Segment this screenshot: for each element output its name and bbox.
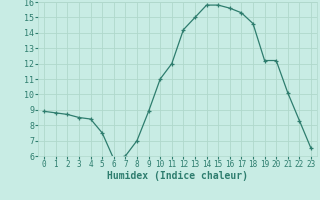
X-axis label: Humidex (Indice chaleur): Humidex (Indice chaleur) — [107, 171, 248, 181]
